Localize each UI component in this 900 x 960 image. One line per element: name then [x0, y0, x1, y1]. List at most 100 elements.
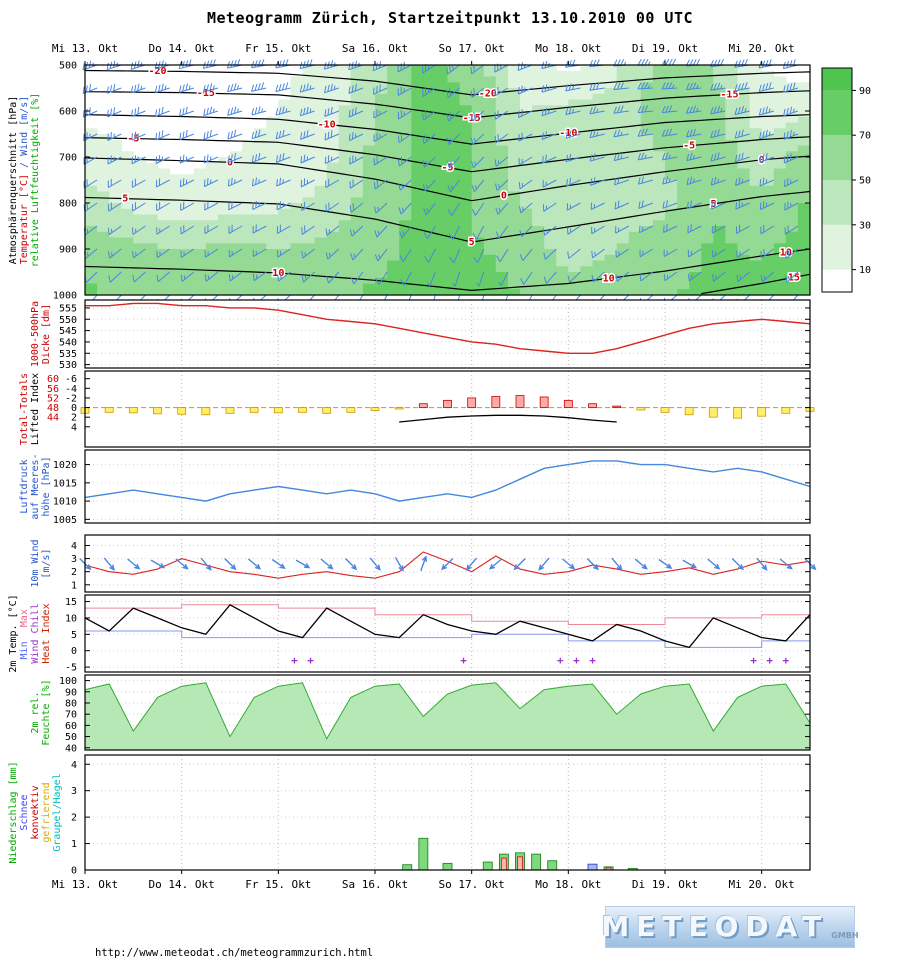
svg-text:15: 15: [788, 272, 800, 283]
svg-text:0: 0: [501, 191, 507, 202]
svg-text:-10: -10: [559, 128, 577, 139]
svg-text:Mo 18. Okt: Mo 18. Okt: [535, 878, 601, 891]
logo-suffix: GMBH: [831, 930, 859, 940]
svg-text:540: 540: [59, 337, 77, 348]
footer-block: http://www.meteodat.ch/meteogrammzurich.…: [95, 916, 430, 960]
svg-text:1015: 1015: [53, 478, 77, 489]
svg-text:Do 14. Okt: Do 14. Okt: [149, 42, 215, 55]
svg-text:-5: -5: [65, 663, 77, 674]
svg-text:Mi 20. Okt: Mi 20. Okt: [729, 42, 795, 55]
svg-text:0: 0: [71, 866, 77, 877]
svg-text:Wind Chill: Wind Chill: [30, 603, 41, 663]
svg-text:Mi 20. Okt: Mi 20. Okt: [729, 878, 795, 891]
svg-text:70: 70: [859, 131, 871, 142]
svg-text:-20: -20: [479, 88, 497, 99]
svg-text:90: 90: [65, 687, 77, 698]
svg-text:+: +: [573, 654, 580, 667]
day-labels-bottom: Mi 13. Okt Do 14. Okt Fr 15. Okt Sa 16. Okt…: [52, 878, 795, 891]
svg-text:700: 700: [59, 153, 77, 164]
svg-text:80: 80: [65, 698, 77, 709]
svg-text:Total-Totals: Total-Totals: [19, 373, 30, 445]
svg-text:Atmosphärenquerschnitt [hPa]: Atmosphärenquerschnitt [hPa]: [8, 96, 19, 265]
svg-text:Max: Max: [19, 609, 30, 627]
svg-text:+: +: [291, 654, 298, 667]
svg-text:relative Luftfeuchtigkeit [%]: relative Luftfeuchtigkeit [%]: [30, 93, 41, 268]
panel-wind10m: 4 3 2 1 10m Wind [m/s]: [30, 534, 817, 593]
svg-text:Di 19. Okt: Di 19. Okt: [632, 42, 698, 55]
svg-text:5: 5: [710, 199, 716, 210]
svg-text:15: 15: [65, 597, 77, 608]
svg-text:50: 50: [859, 176, 871, 187]
svg-text:5: 5: [71, 630, 77, 641]
svg-text:4: 4: [71, 760, 77, 771]
svg-text:0: 0: [71, 646, 77, 657]
svg-text:40: 40: [65, 743, 77, 754]
svg-text:2: 2: [71, 813, 77, 824]
svg-text:Mo 18. Okt: Mo 18. Okt: [535, 42, 601, 55]
svg-text:-20: -20: [148, 66, 166, 77]
svg-text:Sa 16. Okt: Sa 16. Okt: [342, 878, 408, 891]
svg-text:gefrierend: gefrierend: [41, 782, 52, 842]
svg-text:+: +: [783, 654, 790, 667]
page-title: Meteogramm Zürich, Startzeitpunkt 13.10.…: [206, 9, 694, 27]
svg-text:60: 60: [47, 374, 59, 385]
svg-text:Di 19. Okt: Di 19. Okt: [632, 878, 698, 891]
svg-text:30: 30: [859, 220, 871, 231]
svg-text:So 17. Okt: So 17. Okt: [439, 42, 505, 55]
svg-text:Dicke [dm]: Dicke [dm]: [41, 304, 52, 364]
day-labels-top: Mi 13. Okt Do 14. Okt Fr 15. Okt Sa 16. Okt…: [52, 42, 795, 55]
svg-text:3: 3: [71, 554, 77, 565]
svg-text:48: 48: [47, 403, 59, 414]
svg-text:535: 535: [59, 349, 77, 360]
svg-text:1005: 1005: [53, 515, 77, 526]
svg-text:600: 600: [59, 107, 77, 118]
logo-name: METEODAT: [601, 910, 829, 943]
svg-text:Mi 13. Okt: Mi 13. Okt: [52, 878, 118, 891]
svg-text:2m rel.: 2m rel.: [30, 691, 41, 733]
svg-text:-4: -4: [65, 384, 77, 395]
svg-text:Heat Index: Heat Index: [41, 603, 52, 663]
panel-precip: 4 3 2 1 0 Niederschlag [mm] Schnee konvektiv gef…: [8, 754, 811, 877]
svg-text:+: +: [766, 654, 773, 667]
svg-text:[m/s]: [m/s]: [41, 548, 52, 578]
svg-text:10m Wind: 10m Wind: [30, 539, 41, 587]
svg-text:Temperatur [°C] / Wind [m/s]: Temperatur [°C] / Wind [m/s]: [19, 96, 30, 265]
svg-text:Schnee: Schnee: [19, 794, 30, 830]
svg-text:konvektiv: konvektiv: [30, 785, 41, 839]
svg-text:-5: -5: [683, 141, 695, 152]
svg-text:höhe [hPa]: höhe [hPa]: [41, 456, 52, 516]
svg-text:+: +: [557, 654, 564, 667]
svg-text:2m Temp. [°C]: 2m Temp. [°C]: [8, 594, 19, 672]
svg-text:1020: 1020: [53, 460, 77, 471]
panel-temp2m: + + + + + + + + +15 10 5 0 -5 2m Temp. [°C] Max Min Wind…: [8, 594, 811, 674]
colorbar: 10 30 50 70 90: [821, 67, 871, 293]
svg-text:Lifted Index: Lifted Index: [30, 373, 41, 445]
svg-text:70: 70: [65, 710, 77, 721]
svg-text:5: 5: [469, 237, 475, 248]
svg-text:Fr 15. Okt: Fr 15. Okt: [245, 42, 311, 55]
svg-text:So 17. Okt: So 17. Okt: [439, 878, 505, 891]
svg-text:10: 10: [603, 273, 615, 284]
svg-text:+: +: [307, 654, 314, 667]
svg-text:545: 545: [59, 326, 77, 337]
svg-text:+: +: [750, 654, 757, 667]
svg-text:auf Meeres-: auf Meeres-: [30, 453, 41, 519]
svg-text:Niederschlag [mm]: Niederschlag [mm]: [8, 761, 19, 863]
svg-text:5: 5: [122, 194, 128, 205]
svg-text:50: 50: [65, 732, 77, 743]
panel-pressure: 1020 1015 1010 1005 Luftdruck auf Meeres-höhe…: [19, 449, 811, 526]
meteogram-chart: Mi 13. Okt Do 14. Okt Fr 15. Okt Sa 16. Okt…: [8, 42, 871, 891]
svg-text:900: 900: [59, 245, 77, 256]
svg-text:Feuchte [%]: Feuchte [%]: [41, 679, 52, 745]
svg-text:56: 56: [47, 384, 59, 395]
svg-text:0: 0: [759, 155, 765, 166]
svg-text:+: +: [589, 654, 596, 667]
svg-text:530: 530: [59, 360, 77, 371]
svg-text:60: 60: [65, 721, 77, 732]
svg-text:Graupel/Hagel: Graupel/Hagel: [52, 773, 63, 851]
svg-text:555: 555: [59, 303, 77, 314]
